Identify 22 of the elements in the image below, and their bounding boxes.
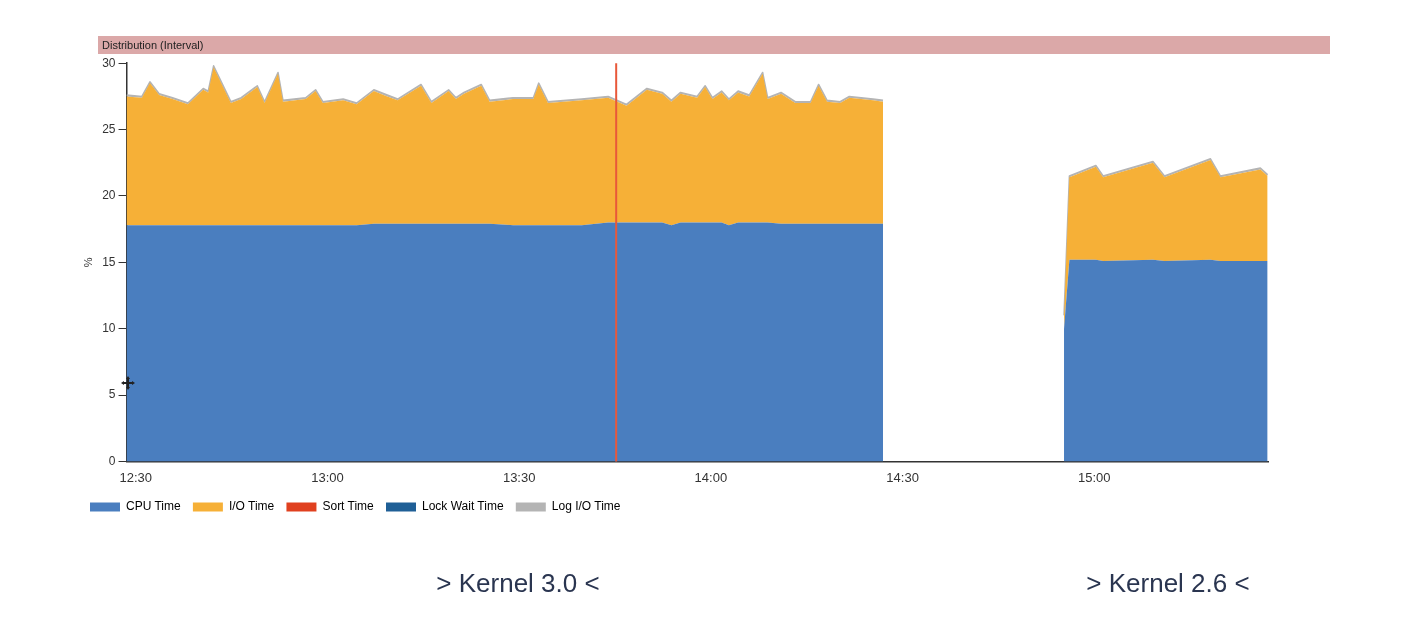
- y-axis-title: %: [81, 257, 94, 268]
- legend-label: Lock Wait Time: [422, 499, 504, 514]
- legend-label: CPU Time: [126, 499, 181, 514]
- x-tick-label: 12:30: [119, 469, 153, 485]
- x-tick-label: 13:00: [311, 469, 344, 485]
- y-tick-label: 10: [102, 320, 116, 335]
- x-tick-label: 15:00: [1078, 469, 1111, 485]
- x-tick-label: 14:00: [694, 469, 728, 485]
- y-tick-label: 5: [108, 387, 116, 402]
- x-tick-label: 14:30: [886, 469, 919, 485]
- y-tick-label: 15: [102, 254, 116, 269]
- y-tick-label: 20: [102, 188, 116, 203]
- x-tick-label: 13:30: [502, 469, 536, 485]
- y-tick-label: 0: [108, 453, 116, 468]
- text: > Kernel 2.6 <: [1085, 568, 1251, 599]
- y-tick-label: 25: [102, 121, 116, 136]
- legend-label: Log I/O Time: [551, 499, 621, 514]
- chart-title: Distribution (Interval): [98, 36, 1330, 54]
- legend-label: I/O Time: [228, 499, 275, 514]
- text: > Kernel 3.0 <: [435, 568, 601, 599]
- legend-label: Sort Time: [322, 499, 375, 514]
- y-tick-label: 30: [102, 55, 116, 70]
